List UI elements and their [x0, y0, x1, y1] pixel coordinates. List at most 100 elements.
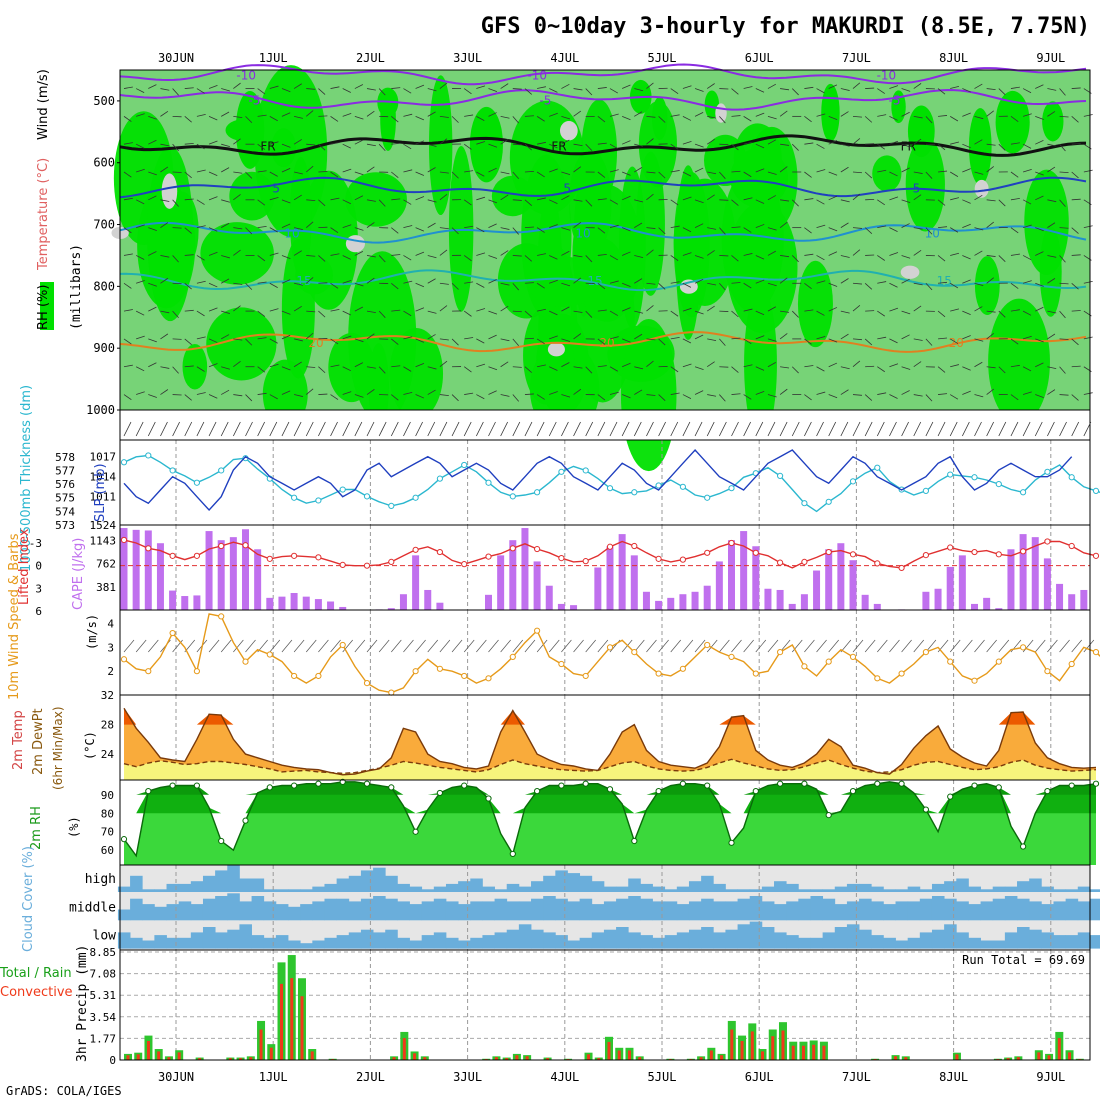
wind-barb [962, 199, 971, 204]
wind-barb [293, 83, 302, 89]
cape-bar [545, 585, 553, 610]
cloud-high-cell [1017, 881, 1030, 892]
date-label-top: 5JUL [648, 51, 677, 65]
wind-barb [537, 364, 546, 368]
wind-barb [500, 138, 509, 145]
rh2m-point [218, 837, 225, 845]
date-label-top: 1JUL [259, 51, 288, 65]
rh2m-tick: 70 [101, 826, 114, 839]
wind-barb [670, 310, 679, 317]
wind-barb [889, 140, 899, 145]
wind-barb [451, 116, 459, 123]
rh2m-point [655, 787, 662, 795]
wind-barb [1010, 364, 1020, 368]
precip-convective-bar [300, 996, 304, 1060]
wind-barb [779, 421, 788, 437]
cloud-middle-cell [494, 898, 508, 921]
wind-barb [318, 639, 329, 653]
wind-barb [658, 338, 666, 346]
date-label-bottom: 4JUL [550, 1070, 579, 1084]
cloud-high-cell [664, 889, 678, 892]
temperature-tick: 28 [101, 719, 114, 732]
cloud-high-label: high [85, 872, 116, 887]
lifted-index-point [534, 545, 541, 553]
rh2m-point [1068, 782, 1075, 789]
wind-barb [306, 310, 316, 313]
lifted-tick: -3 [29, 537, 42, 550]
wind-barb [791, 366, 799, 374]
wind-barb [876, 421, 885, 437]
wind-barb [500, 305, 509, 312]
wind-barb [816, 280, 826, 284]
wind-barb [877, 639, 888, 653]
cloud-high-cell [567, 873, 581, 892]
cape-bar [873, 603, 881, 610]
rh-moist-area [974, 256, 1000, 316]
cloud-middle-cell [1041, 904, 1054, 921]
cloud-middle-cell [288, 906, 301, 921]
wind-barb [1059, 143, 1066, 152]
wind-barb [597, 338, 606, 345]
wind-barb [184, 338, 192, 346]
cloud-high-cell [300, 889, 313, 892]
cloud-low-cell [373, 932, 386, 949]
thickness-point [412, 494, 419, 501]
wind-barb [330, 142, 340, 145]
wind-barb [549, 310, 558, 316]
wind-barb [512, 143, 522, 146]
precip-total-label: Total / Rain [0, 966, 72, 981]
wind-barb [609, 280, 619, 284]
date-label-bottom: 7JUL [842, 1070, 871, 1084]
wind-barb [512, 199, 522, 201]
wind-barb [293, 361, 302, 368]
wind-barb [269, 282, 278, 288]
wind-barb [743, 282, 752, 289]
cloud-middle-cell [385, 898, 398, 921]
wind-barb [463, 88, 472, 95]
wind-barb [208, 251, 218, 256]
wind-barb [500, 83, 509, 89]
wind-barb [281, 334, 291, 340]
rh2m-point [971, 782, 978, 789]
wind-barb [549, 88, 558, 93]
wind-barb [937, 143, 946, 151]
rh-moist-area [652, 96, 668, 140]
wind-barb [366, 143, 376, 147]
precip-convective-bar [515, 1055, 519, 1060]
wind-barb [731, 310, 739, 318]
cloud-middle-cell [154, 906, 167, 921]
cloud-middle-cell [397, 901, 410, 921]
wind-speed-point [1020, 644, 1027, 651]
cloud-low-cell [956, 932, 969, 949]
wind-barb [791, 310, 799, 318]
wind-barb [731, 143, 739, 151]
precip-convective-bar [730, 1029, 734, 1060]
cloud-high-cell [944, 881, 957, 892]
wind-barb [877, 281, 887, 284]
cloud-high-cell [774, 881, 787, 892]
wind-barb [488, 334, 497, 340]
precip-convective-bar [822, 1045, 826, 1060]
cloud-high-cell [992, 886, 1006, 892]
isotherm-label: 15 [296, 274, 311, 288]
wind-barb [536, 639, 548, 653]
wind-barb [804, 365, 814, 368]
wind-barb [524, 639, 536, 653]
wind-barb [536, 282, 545, 289]
wind-barb [622, 282, 631, 288]
wind-barb [354, 195, 364, 201]
wind-barb [293, 305, 302, 312]
wind-barb [500, 227, 510, 230]
wind-speed-point [898, 670, 905, 677]
wind-barb [998, 310, 1006, 318]
cloud-high-cell [859, 883, 872, 892]
cloud-middle-cell [579, 898, 593, 921]
rh-moist-area [968, 108, 992, 185]
wind-barb [791, 639, 803, 653]
wind-barb [160, 143, 170, 147]
wind-barb [354, 282, 364, 287]
wind-barb [719, 171, 726, 179]
wind-barb [330, 639, 341, 653]
wind-barb [196, 336, 206, 340]
wind-barb [1022, 168, 1032, 173]
